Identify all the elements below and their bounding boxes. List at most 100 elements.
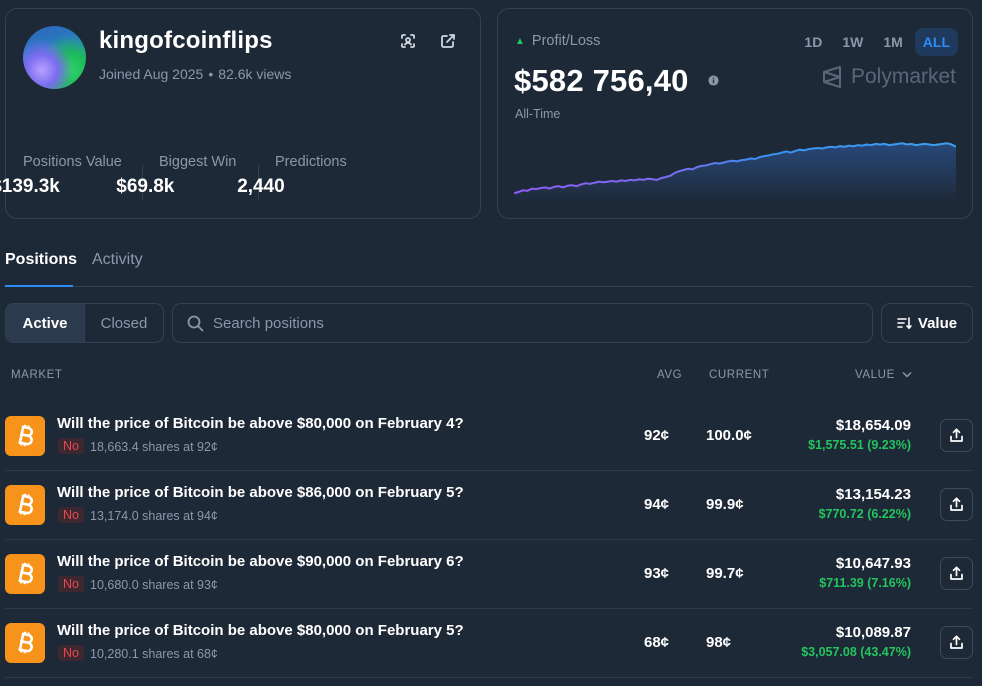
pnl-value: $582 756,40 (514, 63, 689, 98)
header-avg[interactable]: AVG (657, 369, 683, 381)
table-row[interactable]: Will the price of Bitcoin be above $80,0… (5, 402, 973, 471)
views-count: 82.6k views (218, 66, 292, 82)
range-selector: 1D 1W 1M ALL (796, 28, 958, 56)
stat-label: Positions Value (23, 154, 122, 170)
up-triangle-icon: ▲ (515, 36, 525, 47)
stat-value: $139.3k (0, 176, 60, 197)
share-button[interactable] (940, 557, 973, 590)
share-icon (950, 428, 963, 442)
joined-date: Joined Aug 2025 (99, 66, 204, 82)
range-1m[interactable]: 1M (883, 34, 903, 50)
outcome-badge: No (58, 507, 84, 523)
stat-value: $69.8k (116, 176, 175, 197)
range-all[interactable]: ALL (914, 28, 958, 56)
position-pnl: $770.72 (6.22%) (818, 507, 911, 521)
stat-predictions: Predictions 2,440 (237, 154, 347, 197)
info-icon[interactable] (708, 75, 719, 86)
sort-label: Value (917, 314, 958, 332)
pnl-card: ▲ Profit/Loss $582 756,40 All-Time 1D 1W … (497, 8, 973, 219)
current-price: 98¢ (706, 634, 732, 651)
stat-biggest-win: Biggest Win $69.8k (116, 154, 237, 197)
table-row[interactable]: Will the price of Bitcoin be above $90,0… (5, 540, 973, 609)
current-price: 99.7¢ (706, 565, 744, 582)
shares-info: 18,663.4 shares at 92¢ (90, 440, 218, 454)
share-icon (950, 566, 963, 580)
share-button[interactable] (940, 419, 973, 452)
bitcoin-icon (5, 623, 45, 663)
pnl-label: ▲ Profit/Loss (515, 33, 600, 49)
stat-value: 2,440 (237, 176, 285, 197)
active-tab-indicator (5, 285, 73, 287)
range-1w[interactable]: 1W (842, 34, 864, 50)
market-title[interactable]: Will the price of Bitcoin be above $80,0… (57, 622, 464, 639)
header-value[interactable]: VALUE (855, 369, 912, 381)
current-price: 99.9¢ (706, 496, 744, 513)
share-icon (950, 635, 963, 649)
market-title[interactable]: Will the price of Bitcoin be above $90,0… (57, 553, 464, 570)
pnl-chart[interactable] (514, 137, 956, 203)
current-price: 100.0¢ (706, 427, 752, 444)
position-value: $10,647.93 (835, 555, 911, 572)
tab-activity[interactable]: Activity (92, 251, 143, 268)
avg-price: 68¢ (644, 634, 670, 651)
bitcoin-icon (5, 416, 45, 456)
avatar[interactable] (23, 26, 86, 89)
table-row[interactable]: Will the price of Bitcoin be above $86,0… (5, 471, 973, 540)
username: kingofcoinflips (99, 27, 273, 54)
status-toggle: Active Closed (5, 303, 164, 343)
bitcoin-icon (5, 485, 45, 525)
shares-info: 10,680.0 shares at 93¢ (90, 578, 218, 592)
active-toggle[interactable]: Active (6, 304, 85, 342)
brand-name: Polymarket (850, 65, 956, 88)
profile-meta: Joined Aug 2025 • 82.6k views (99, 66, 291, 82)
closed-toggle[interactable]: Closed (100, 314, 148, 332)
position-value: $10,089.87 (835, 624, 911, 641)
shares-info: 10,280.1 shares at 68¢ (90, 647, 218, 661)
bitcoin-icon (5, 554, 45, 594)
position-value: $18,654.09 (835, 417, 911, 434)
share-button[interactable] (940, 488, 973, 521)
stat-divider (142, 165, 143, 199)
search-box (172, 303, 873, 343)
header-current[interactable]: CURRENT (709, 369, 770, 381)
stat-label: Predictions (275, 154, 347, 170)
header-value-label: VALUE (855, 369, 895, 381)
position-pnl: $1,575.51 (9.23%) (808, 438, 911, 452)
position-value: $13,154.23 (835, 486, 911, 503)
pnl-label-text: Profit/Loss (531, 33, 601, 49)
chevron-down-icon (902, 371, 912, 378)
stat-positions-value: Positions Value $139.3k (0, 154, 122, 197)
stat-divider (258, 165, 259, 199)
share-icon (950, 497, 963, 511)
share-button[interactable] (940, 626, 973, 659)
pnl-period: All-Time (515, 107, 561, 121)
market-title[interactable]: Will the price of Bitcoin be above $86,0… (57, 484, 464, 501)
separator-dot: • (208, 66, 214, 82)
range-1d[interactable]: 1D (804, 34, 823, 50)
tabs: Positions Activity (5, 242, 973, 287)
outcome-badge: No (58, 576, 84, 592)
outcome-badge: No (58, 645, 84, 661)
chart-line (514, 142, 956, 195)
polymarket-icon (822, 66, 841, 88)
table-row[interactable]: Will the price of Bitcoin be above $80,0… (5, 609, 973, 678)
shares-info: 13,174.0 shares at 94¢ (90, 509, 218, 523)
profile-card: kingofcoinflips Joined Aug 2025 • 82.6k vi… (0, 8, 481, 219)
outcome-badge: No (58, 438, 84, 454)
tab-positions[interactable]: Positions (5, 251, 78, 268)
avg-price: 92¢ (644, 427, 670, 444)
sort-button[interactable]: Value (881, 303, 973, 343)
position-pnl: $711.39 (7.16%) (819, 576, 911, 590)
avg-price: 93¢ (644, 565, 670, 582)
position-pnl: $3,057.08 (43.47%) (801, 645, 911, 659)
scan-icon[interactable] (398, 31, 418, 51)
polymarket-logo: Polymarket (821, 65, 956, 89)
search-icon (187, 315, 204, 331)
stat-label: Biggest Win (159, 154, 237, 170)
chart-area (514, 143, 956, 203)
search-input[interactable] (213, 314, 853, 332)
market-title[interactable]: Will the price of Bitcoin be above $80,0… (57, 415, 464, 432)
external-link-icon[interactable] (438, 31, 458, 51)
header-market: MARKET (11, 369, 63, 381)
sort-icon (897, 316, 912, 329)
